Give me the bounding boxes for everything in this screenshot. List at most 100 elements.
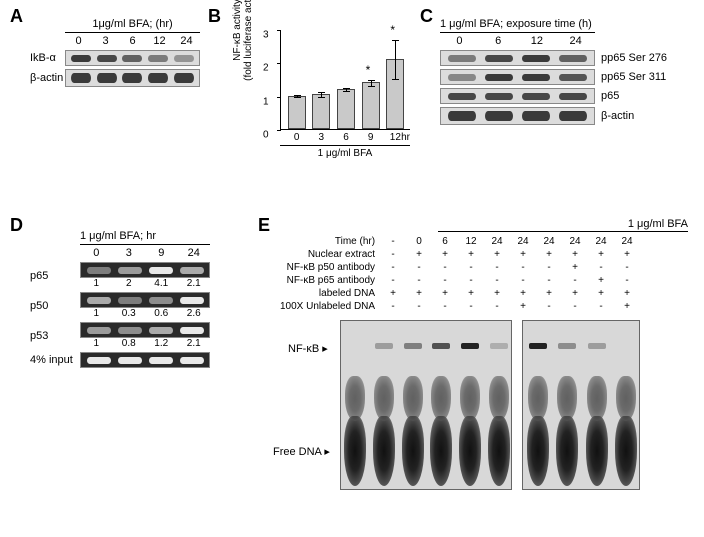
rule (440, 32, 595, 33)
panel-b-chart: NF-κB activity (fold luciferase activity… (240, 20, 425, 160)
band (559, 111, 587, 121)
bar (288, 96, 306, 129)
cond-cell: - (615, 275, 639, 286)
blot-row: p65124.12.1 (30, 262, 240, 289)
cond-cell: - (381, 275, 405, 286)
panel-label-d: D (10, 215, 23, 236)
panel-d: 1 μg/ml BFA; hr 0 3 9 24 p65124.12.1p501… (30, 230, 240, 368)
blot-row: pp65 Ser 311 (440, 69, 690, 85)
nfkb-band (404, 343, 422, 349)
band (448, 74, 476, 81)
blot-label: p53 (30, 330, 78, 342)
band (559, 55, 587, 62)
band (149, 327, 173, 334)
panel-a-header: 1μg/ml BFA; (hr) (65, 18, 200, 30)
free-dna-smear (615, 416, 637, 486)
band (87, 297, 111, 304)
nfkb-band (558, 343, 576, 349)
cond-cell: - (381, 236, 405, 247)
cond-cell: + (381, 288, 405, 299)
band (97, 73, 117, 83)
panel-label-c: C (420, 6, 433, 27)
rule (80, 244, 210, 245)
cond-cell: 24 (615, 236, 639, 247)
sig-star: * (366, 63, 371, 77)
blot (80, 262, 210, 278)
panel-d-header: 1 μg/ml BFA; hr (80, 230, 240, 242)
band (448, 93, 476, 100)
panel-b-ylabel: NF-κB activity (fold luciferase activity… (232, 0, 254, 90)
free-dna-smear (373, 416, 395, 486)
quant-row: 124.12.1 (80, 278, 210, 289)
band (180, 357, 204, 364)
free-dna-smear (430, 416, 452, 486)
blot-label: p65 (30, 270, 78, 282)
blot-row: 4% input (30, 352, 240, 368)
t: 3 (119, 247, 139, 259)
cond-cell: - (537, 275, 561, 286)
cond-cell: - (407, 301, 431, 312)
panel-label-a: A (10, 6, 23, 27)
ytick: 3 (263, 30, 269, 41)
nfkb-band (461, 343, 479, 349)
band (174, 55, 194, 62)
cond-cell: - (563, 275, 587, 286)
cond-cell: + (433, 288, 457, 299)
band (118, 267, 142, 274)
cond-cell: + (615, 288, 639, 299)
cond-cell: + (511, 249, 535, 260)
nfkb-band (432, 343, 450, 349)
blot (65, 50, 200, 66)
t: 6 (488, 35, 508, 47)
band (118, 297, 142, 304)
band (97, 55, 117, 62)
free-dna-smear (402, 416, 424, 486)
ytick: 0 (263, 130, 269, 141)
t: 12 (150, 35, 170, 47)
blot-row: β-actin (440, 107, 690, 125)
band (87, 357, 111, 364)
cond-cell: - (381, 262, 405, 273)
band (180, 297, 204, 304)
cond-cell: - (511, 262, 535, 273)
panel-e-header: 1 μg/ml BFA (438, 218, 688, 232)
cond-label: labeled DNA (280, 288, 379, 299)
sig-star: * (390, 23, 395, 37)
band (180, 327, 204, 334)
cond-cell: - (589, 262, 613, 273)
t: 0 (69, 35, 89, 47)
blot (440, 88, 595, 104)
nfkb-band (490, 343, 508, 349)
blot (440, 107, 595, 125)
cond-cell: - (537, 262, 561, 273)
panel-e: 1 μg/ml BFA Time (hr)-0612242424242424Nu… (278, 218, 698, 495)
nfkb-band (375, 343, 393, 349)
gel-left (340, 320, 512, 490)
band (118, 357, 142, 364)
t: 24 (184, 247, 204, 259)
cond-cell: - (459, 275, 483, 286)
band (522, 111, 550, 121)
cond-cell: + (407, 288, 431, 299)
blot-row: pp65 Ser 276 (440, 50, 690, 66)
cond-label: NF-κB p50 antibody (280, 262, 379, 273)
cond-cell: - (433, 301, 457, 312)
free-dna-smear (488, 416, 510, 486)
cond-cell: + (537, 249, 561, 260)
cond-cell: + (459, 288, 483, 299)
blot (440, 69, 595, 85)
bar (386, 59, 404, 129)
blot (80, 292, 210, 308)
cond-cell: - (407, 262, 431, 273)
panel-a-times: 0 3 6 12 24 (65, 35, 200, 47)
yl2: (fold luciferase activity) (243, 0, 254, 90)
band (522, 93, 550, 100)
band (71, 73, 91, 83)
band (87, 267, 111, 274)
blot-row: p5010.30.62.6 (30, 292, 240, 319)
blot-label: β-actin (30, 72, 65, 84)
freedna-label: Free DNA ▸ (273, 445, 330, 458)
blot (65, 69, 200, 87)
free-dna-smear (459, 416, 481, 486)
blot-label: p50 (30, 300, 78, 312)
